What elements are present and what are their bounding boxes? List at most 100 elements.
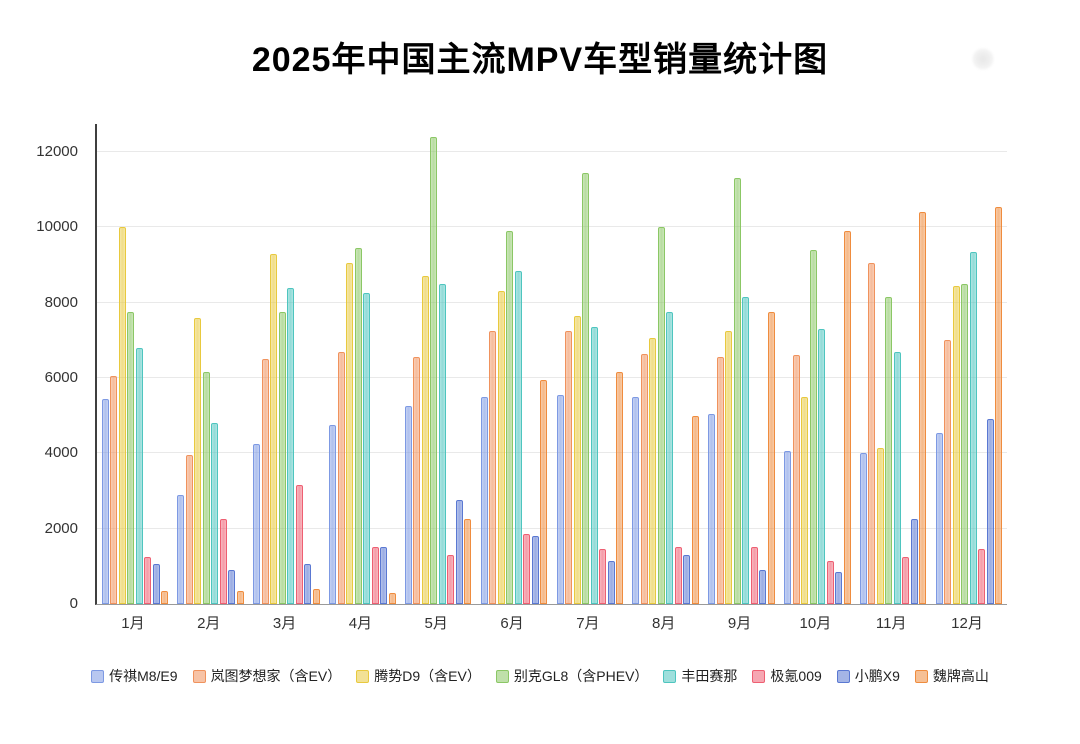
bar xyxy=(640,354,648,604)
bar xyxy=(708,414,716,604)
bar xyxy=(961,284,969,604)
bar-group xyxy=(400,124,476,604)
bar-group xyxy=(779,124,855,604)
bar xyxy=(657,227,665,604)
gridline xyxy=(97,226,1007,228)
bar xyxy=(969,252,977,604)
bar xyxy=(632,397,640,604)
legend-label: 传祺M8/E9 xyxy=(109,668,178,684)
legend-item: 丰田赛那 xyxy=(663,666,737,686)
bar xyxy=(784,451,792,604)
bar xyxy=(202,372,210,604)
bar xyxy=(287,288,295,604)
legend-label: 腾势D9（含EV） xyxy=(374,668,481,684)
bar-group xyxy=(97,124,173,604)
x-axis-label: 2月 xyxy=(197,615,221,632)
bar xyxy=(144,557,152,604)
bar xyxy=(110,376,118,604)
x-axis-label: 5月 xyxy=(424,615,448,632)
bar xyxy=(354,248,362,604)
bar xyxy=(295,485,303,604)
x-axis-label: 6月 xyxy=(500,615,524,632)
x-axis-label: 12月 xyxy=(951,615,983,632)
bar-group xyxy=(324,124,400,604)
y-axis-label: 2000 xyxy=(44,519,78,537)
bar xyxy=(556,395,564,604)
bar xyxy=(480,397,488,604)
bar xyxy=(607,561,615,604)
legend-item: 别克GL8（含PHEV） xyxy=(495,666,648,686)
bar xyxy=(312,589,320,604)
legend: 传祺M8/E9 岚图梦想家（含EV） 腾势D9（含EV） 别克GL8（含PHEV） 丰田… xyxy=(0,666,1080,686)
bar xyxy=(683,555,691,604)
legend-swatch xyxy=(914,669,928,683)
bar xyxy=(270,254,278,604)
bar xyxy=(278,312,286,604)
bar xyxy=(523,534,531,604)
x-axis-label: 3月 xyxy=(272,615,297,632)
bar xyxy=(380,547,388,604)
legend-item: 魏牌高山 xyxy=(914,666,989,686)
bar xyxy=(514,271,522,604)
bar xyxy=(859,453,867,604)
gridline xyxy=(97,377,1007,378)
bar xyxy=(329,425,337,604)
gridline xyxy=(97,301,1007,303)
bar xyxy=(616,372,624,604)
bar xyxy=(902,557,910,604)
bar xyxy=(261,359,269,604)
bar xyxy=(371,547,379,604)
bar xyxy=(809,250,817,604)
bar xyxy=(531,536,539,604)
bar xyxy=(759,570,767,604)
legend-item: 传祺M8/E9 xyxy=(91,666,178,686)
x-axis-label: 9月 xyxy=(727,615,752,632)
legend-label: 岚图梦想家（含EV） xyxy=(210,668,342,684)
x-axis-label: 4月 xyxy=(348,615,373,632)
bar xyxy=(228,570,236,604)
bar xyxy=(135,348,143,604)
legend-swatch xyxy=(192,669,206,683)
bar xyxy=(506,231,514,604)
bar-group xyxy=(704,124,780,604)
bar xyxy=(540,380,548,604)
legend-label: 极氪009 xyxy=(770,668,822,684)
bar xyxy=(952,286,960,604)
chart-title: 2025年中国主流MPV车型销量统计图 xyxy=(251,41,829,79)
legend-swatch xyxy=(495,669,509,683)
legend-item: 极氪009 xyxy=(752,666,822,686)
bars-container xyxy=(97,124,1007,604)
x-axis-label: 7月 xyxy=(576,615,600,632)
bar xyxy=(185,455,193,604)
bar xyxy=(599,549,607,604)
bar xyxy=(801,397,809,604)
bar xyxy=(236,591,244,604)
bar xyxy=(792,355,800,604)
bar xyxy=(101,399,109,604)
y-axis-label: 8000 xyxy=(44,293,78,311)
bar xyxy=(118,227,126,604)
legend-swatch xyxy=(752,669,766,683)
bar xyxy=(497,291,505,604)
y-axis-label: 4000 xyxy=(44,444,78,462)
bar xyxy=(421,276,429,604)
bar xyxy=(489,331,497,604)
legend-swatch xyxy=(91,669,105,683)
y-axis-label: 6000 xyxy=(44,369,78,386)
y-axis-label: 10000 xyxy=(36,218,78,236)
bar xyxy=(582,173,590,604)
legend-swatch xyxy=(663,669,677,683)
bar xyxy=(388,593,396,604)
bar-group xyxy=(855,124,931,604)
bar xyxy=(843,231,851,604)
bar xyxy=(910,519,918,604)
bar xyxy=(404,406,412,604)
y-axis-label: 0 xyxy=(69,595,78,612)
bar xyxy=(346,263,354,604)
bar xyxy=(413,357,421,604)
y-axis-labels: 0 2000 4000 6000 8000 10000 12000 xyxy=(0,124,86,612)
bar xyxy=(750,547,758,604)
bar xyxy=(725,331,733,604)
bar xyxy=(363,293,371,604)
bar xyxy=(438,284,446,604)
